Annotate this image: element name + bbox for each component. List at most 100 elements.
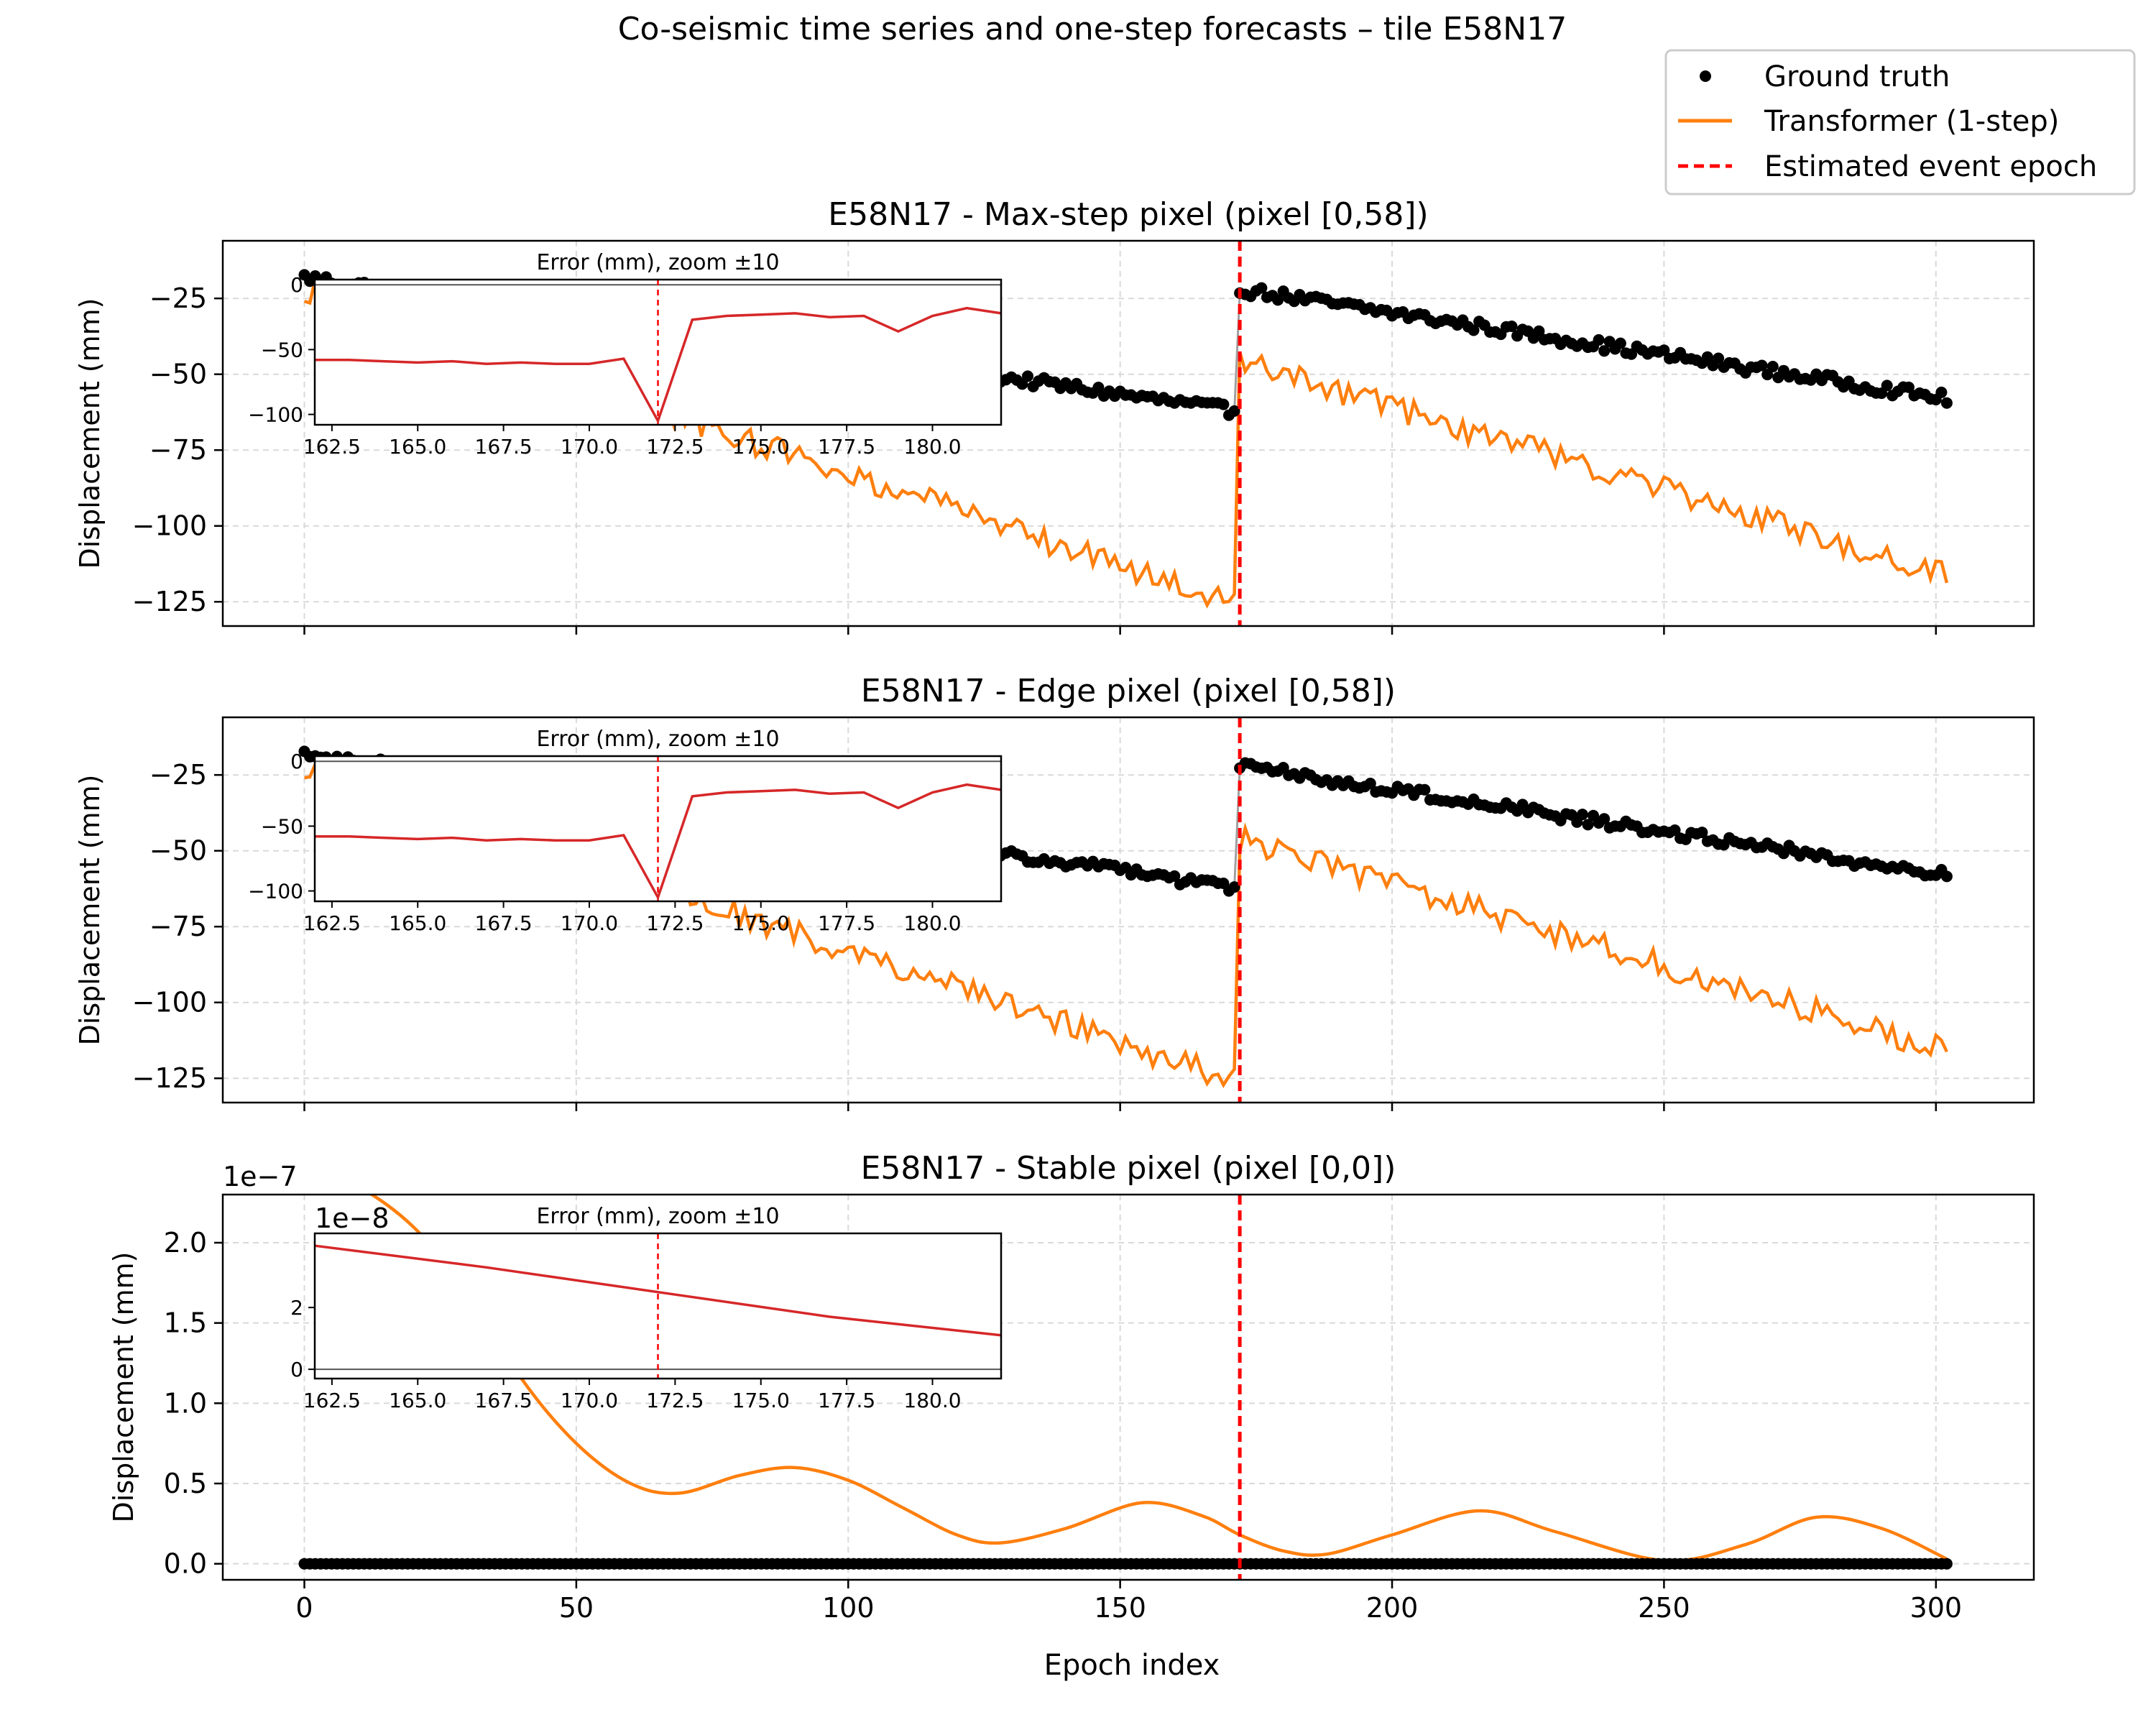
- figure-title: Co-seismic time series and one-step fore…: [618, 11, 1567, 47]
- inset-y-tick-label: −50: [261, 338, 303, 362]
- ground-truth-point: [1756, 359, 1768, 372]
- inset-title: Error (mm), zoom ±10: [536, 250, 779, 275]
- inset-x-tick-label: 170.0: [561, 435, 618, 459]
- inset-x-tick-label: 172.5: [646, 435, 704, 459]
- x-axis-label: Epoch index: [1044, 1649, 1220, 1682]
- x-tick-label: 200: [1366, 1592, 1419, 1624]
- y-tick-label: −50: [149, 835, 207, 867]
- inset-x-tick-label: 170.0: [561, 1389, 618, 1412]
- y-tick-label: −125: [132, 586, 207, 617]
- inset-frame: [313, 278, 1003, 426]
- ground-truth-point: [1506, 321, 1518, 332]
- ground-truth-point: [1614, 337, 1626, 349]
- ground-truth-point: [1881, 380, 1893, 392]
- ground-truth-point: [1658, 344, 1670, 356]
- y-scale-label: 1e−7: [223, 1161, 298, 1192]
- inset-x-tick-label: 177.5: [818, 435, 875, 459]
- ground-truth-point: [1935, 386, 1948, 398]
- y-tick-label: 2.0: [164, 1227, 207, 1259]
- ground-truth-point: [1022, 370, 1033, 382]
- y-tick-label: 1.0: [164, 1387, 207, 1419]
- inset-error-line: [314, 1244, 1002, 1337]
- inset-x-tick-label: 177.5: [818, 1389, 875, 1412]
- ground-truth-point: [1419, 783, 1431, 796]
- x-tick-label: 50: [559, 1592, 594, 1624]
- ground-truth-point: [1256, 282, 1268, 294]
- legend-frame: [1664, 49, 2136, 196]
- y-tick-label: −100: [132, 510, 207, 542]
- ground-truth-point: [1217, 398, 1230, 410]
- inset-x-tick-label: 175.0: [732, 435, 790, 459]
- inset-x-tick-label: 165.0: [389, 1389, 446, 1412]
- inset-title: Error (mm), zoom ±10: [536, 727, 779, 752]
- inset-y-tick-label: 0: [290, 750, 303, 773]
- inset-x-tick-label: 177.5: [818, 911, 875, 935]
- inset-x-tick-label: 162.5: [303, 1389, 361, 1412]
- y-tick-label: −25: [149, 282, 207, 314]
- inset-frame: [313, 755, 1003, 903]
- y-axis-label: Displacement (mm): [74, 775, 106, 1046]
- inset-x-tick-label: 180.0: [903, 1389, 961, 1412]
- x-tick-label: 150: [1094, 1592, 1146, 1624]
- y-tick-label: 0.0: [164, 1548, 207, 1580]
- ground-truth-point: [1701, 351, 1713, 363]
- x-tick-label: 0: [295, 1592, 313, 1624]
- y-tick-label: 0.5: [164, 1468, 207, 1499]
- inset-x-tick-label: 167.5: [475, 1389, 533, 1412]
- inset-y-tick-label: −50: [261, 814, 303, 838]
- ground-truth-point: [1468, 324, 1480, 336]
- ground-truth-point: [1598, 813, 1611, 825]
- inset-y-tick-label: −100: [248, 880, 303, 903]
- inset-x-tick-label: 162.5: [303, 911, 361, 935]
- ground-truth-point: [1228, 405, 1240, 417]
- inset-error-line: [315, 306, 1002, 424]
- inset-x-tick-label: 162.5: [303, 435, 361, 459]
- inset-y-tick-label: 2: [290, 1296, 303, 1320]
- y-axis-label: Displacement (mm): [74, 298, 106, 569]
- inset-y-tick-label: 0: [290, 1358, 303, 1381]
- forecast-line: [369, 1195, 1948, 1563]
- y-tick-label: −25: [149, 759, 207, 791]
- ground-truth-point: [1713, 352, 1725, 364]
- y-tick-label: −75: [149, 434, 207, 466]
- inset-y-scale-label: 1e−8: [315, 1202, 390, 1234]
- ground-truth-point: [1228, 881, 1240, 893]
- x-tick-label: 100: [822, 1592, 875, 1624]
- ground-truth-point: [1669, 824, 1681, 836]
- legend-event-label: Estimated event epoch: [1764, 150, 2097, 183]
- axes-frame: [221, 1193, 2035, 1581]
- plot-area: [298, 1195, 1953, 1570]
- panel-title: E58N17 - Edge pixel (pixel [0,58]): [861, 673, 1396, 709]
- inset-y-tick-label: −100: [248, 403, 303, 427]
- panels: E58N17 - Max-step pixel (pixel [0,58]) −2…: [74, 196, 2035, 1624]
- x-tick-label: 250: [1638, 1592, 1690, 1624]
- inset-x-tick-label: 180.0: [903, 911, 961, 935]
- inset-frame: [313, 1232, 1003, 1380]
- ground-truth-point: [1582, 819, 1594, 831]
- ground-truth-point: [1940, 870, 1953, 883]
- ground-truth-point: [1902, 381, 1915, 393]
- ground-truth-point: [1533, 325, 1545, 337]
- inset-x-tick-label: 172.5: [646, 1389, 704, 1412]
- inset-x-tick-label: 180.0: [903, 435, 961, 459]
- inset-x-tick-label: 167.5: [475, 435, 533, 459]
- y-tick-label: −75: [149, 911, 207, 942]
- inset-x-tick-label: 175.0: [732, 1389, 790, 1412]
- inset-0: Error (mm), zoom ±10 162.5 165.0 167.5 170.0…: [248, 250, 1003, 459]
- y-axis-label: Displacement (mm): [108, 1252, 139, 1523]
- inset-y-tick-label: 0: [290, 273, 303, 297]
- y-tick-label: −50: [149, 359, 207, 390]
- y-tick-label: −125: [132, 1062, 207, 1094]
- ground-truth-point: [1272, 294, 1284, 306]
- panel-0: E58N17 - Max-step pixel (pixel [0,58]) −2…: [74, 196, 2035, 635]
- panel-title: E58N17 - Stable pixel (pixel [0,0]): [861, 1150, 1396, 1187]
- panel-title: E58N17 - Max-step pixel (pixel [0,58]): [828, 196, 1428, 233]
- ground-truth-point: [1364, 778, 1376, 789]
- legend-transformer-label: Transformer (1-step): [1764, 105, 2059, 138]
- ground-truth-point: [1940, 397, 1953, 409]
- ground-truth-point: [1576, 809, 1588, 821]
- inset-error-line: [315, 783, 1002, 901]
- x-tick-label: 300: [1910, 1592, 1963, 1624]
- ground-truth-point: [1169, 870, 1181, 882]
